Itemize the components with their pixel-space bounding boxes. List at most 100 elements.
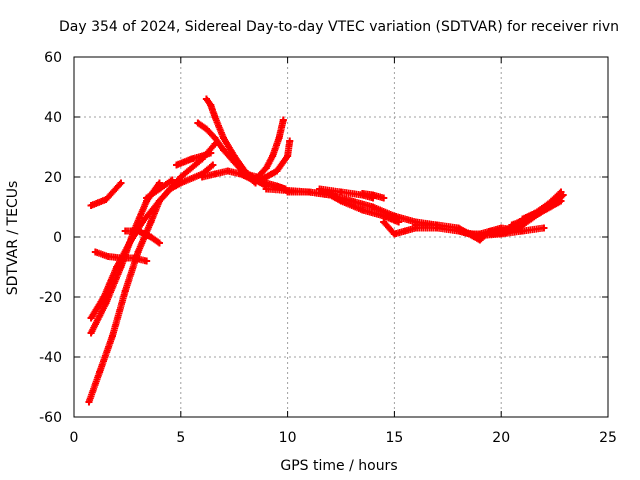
x-tick-label: 5 — [176, 430, 185, 446]
data-point — [262, 179, 270, 187]
y-axis-label: SDTVAR / TECUs — [5, 181, 21, 296]
data-point — [87, 329, 95, 337]
series-arc-15 — [284, 188, 403, 226]
data-point — [102, 196, 110, 203]
data-point — [126, 239, 134, 247]
data-point — [85, 398, 93, 406]
data-point — [117, 179, 125, 187]
data-point — [211, 170, 219, 178]
data-point — [337, 188, 345, 196]
data-point — [143, 257, 151, 265]
data-point — [540, 224, 548, 232]
data-point — [395, 218, 403, 226]
data-point — [155, 197, 163, 205]
data-point — [87, 202, 95, 209]
data-point — [134, 227, 142, 235]
data-point — [531, 209, 539, 217]
series-arc-1 — [87, 179, 125, 209]
data-point — [326, 191, 334, 199]
data-point — [121, 287, 129, 295]
data-point — [262, 173, 270, 181]
data-point — [147, 218, 155, 226]
data-point — [207, 149, 215, 157]
data-point — [465, 230, 473, 238]
y-tick-label: 20 — [44, 170, 62, 186]
data-point — [544, 200, 552, 208]
data-point — [198, 152, 206, 160]
data-point — [284, 188, 292, 196]
data-point — [358, 206, 366, 214]
data-point — [117, 254, 125, 262]
y-tick-label: -40 — [39, 350, 62, 366]
data-point — [104, 253, 112, 260]
data-point — [194, 119, 202, 127]
data-point — [187, 155, 195, 163]
data-point — [138, 218, 146, 226]
data-point — [284, 152, 292, 160]
data-point — [508, 221, 516, 229]
data-point — [380, 218, 388, 226]
data-point — [130, 254, 138, 262]
x-tick-label: 20 — [492, 430, 510, 446]
data-point — [155, 185, 163, 193]
x-tick-label: 15 — [385, 430, 403, 446]
series-arc-17 — [358, 190, 388, 202]
data-point — [305, 188, 313, 196]
data-point — [134, 248, 142, 256]
y-tick-label: 40 — [44, 110, 62, 126]
data-point — [273, 167, 281, 175]
data-point — [269, 152, 277, 160]
data-point — [207, 101, 215, 109]
data-point — [100, 293, 108, 301]
data-point — [262, 164, 270, 172]
data-point — [108, 332, 116, 340]
data-point — [168, 176, 176, 184]
data-point — [433, 221, 441, 229]
series-arc-12 — [241, 116, 287, 181]
data-point — [155, 179, 163, 187]
data-point — [380, 194, 388, 202]
series-arc-6 — [121, 227, 163, 247]
data-point — [316, 185, 324, 193]
data-point — [380, 212, 388, 220]
series-arc-5 — [91, 248, 151, 265]
data-point — [557, 188, 565, 196]
x-tick-label: 0 — [70, 430, 79, 446]
data-point — [390, 230, 398, 238]
data-point — [202, 95, 210, 103]
data-point — [254, 176, 262, 184]
series-arc-7 — [143, 176, 176, 202]
data-point — [91, 248, 99, 256]
data-point — [177, 173, 185, 181]
data-point — [147, 233, 155, 241]
data-point — [241, 170, 249, 178]
data-point — [121, 227, 129, 235]
data-point — [501, 229, 509, 236]
data-point — [155, 239, 163, 247]
data-point — [487, 230, 495, 238]
data-point — [102, 299, 110, 307]
data-point — [224, 167, 232, 175]
data-points — [85, 95, 567, 406]
data-point — [87, 314, 95, 322]
data-point — [519, 227, 527, 235]
data-point — [279, 116, 287, 124]
x-axis-label: GPS time / hours — [280, 458, 397, 474]
series-arc-13 — [254, 137, 294, 184]
y-tick-label: 60 — [44, 50, 62, 66]
data-point — [202, 125, 210, 133]
data-point — [230, 158, 238, 166]
y-tick-label: -20 — [39, 290, 62, 306]
x-tick-label: 10 — [279, 430, 297, 446]
data-point — [220, 146, 228, 154]
data-point — [412, 221, 420, 229]
data-point — [557, 197, 565, 205]
axis-ticks: 0 5 10 15 20 25 -60 -40 -20 0 20 40 60 — [39, 50, 617, 446]
data-point — [198, 173, 206, 181]
grid — [74, 57, 608, 417]
y-tick-label: -60 — [39, 410, 62, 426]
data-point — [96, 368, 104, 376]
data-point — [211, 134, 219, 142]
data-point — [143, 194, 151, 202]
